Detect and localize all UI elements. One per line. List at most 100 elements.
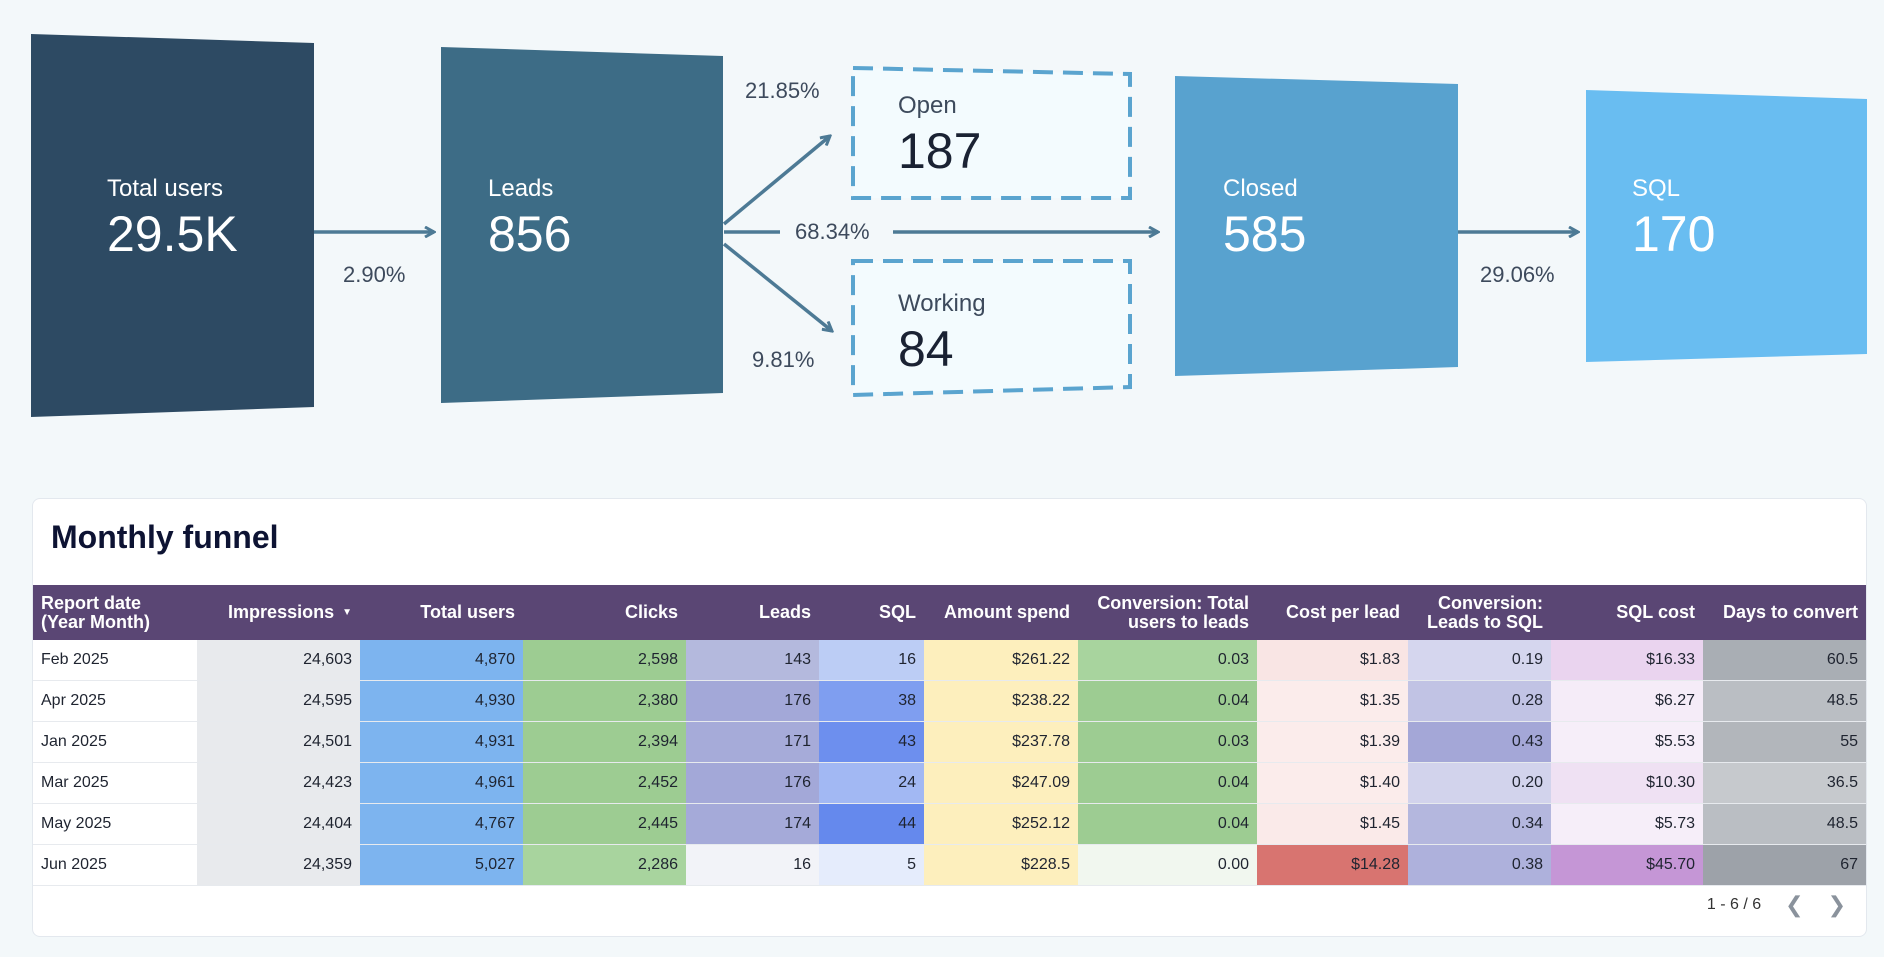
col-header-days-to-convert[interactable]: Days to convert <box>1703 585 1866 640</box>
working-box-border <box>851 259 1132 398</box>
monthly-funnel-card: Monthly funnel Report date (Year Month) … <box>32 498 1867 937</box>
col-header-leads[interactable]: Leads <box>686 585 819 640</box>
table-cell: 4,767 <box>360 803 523 845</box>
pagination-range: 1 - 6 / 6 <box>1706 896 1762 913</box>
table-cell: 24,359 <box>197 844 360 886</box>
table-cell: $14.28 <box>1257 844 1408 886</box>
table-row: Apr 2025 24,595 4,930 2,380 176 38 $238.22 0.04… <box>33 680 1866 722</box>
table-cell: 24,423 <box>197 762 360 804</box>
table-cell: $5.73 <box>1551 803 1703 845</box>
table-body: Feb 2025 24,603 4,870 2,598 143 16 $261.22 0.03… <box>33 640 1866 886</box>
table-cell: 16 <box>819 640 924 681</box>
col-header-sql-cost[interactable]: SQL cost <box>1551 585 1703 640</box>
table-cell: 24,603 <box>197 640 360 681</box>
table-cell: 43 <box>819 721 924 763</box>
col-header-conversion-leads-to-sql[interactable]: Conversion: Leads to SQL <box>1408 585 1551 640</box>
table-cell: 24,501 <box>197 721 360 763</box>
table-cell: 67 <box>1703 844 1866 886</box>
table-row: Mar 2025 24,423 4,961 2,452 176 24 $247.09 0.04… <box>33 762 1866 804</box>
table-cell: $1.83 <box>1257 640 1408 681</box>
stage-shape-leads <box>441 47 723 403</box>
table-cell: 24,404 <box>197 803 360 845</box>
table-cell: 60.5 <box>1703 640 1866 681</box>
chevron-right-icon[interactable]: ❯ <box>1827 892 1846 917</box>
pagination: 1 - 6 / 6 ❮ ❯ <box>1707 892 1846 918</box>
col-header-amount-spend[interactable]: Amount spend <box>924 585 1078 640</box>
table-row: May 2025 24,404 4,767 2,445 174 44 $252.12 0.04… <box>33 803 1866 845</box>
stage-label: SQL <box>1632 175 1681 202</box>
table-cell: 2,286 <box>523 844 686 886</box>
stage-value: 585 <box>1223 206 1307 262</box>
table-cell: Feb 2025 <box>33 640 197 681</box>
branch-value: 187 <box>898 123 982 179</box>
stage-sql: SQL 170 <box>1632 175 1715 263</box>
chevron-left-icon[interactable]: ❮ <box>1785 892 1804 917</box>
table-cell: $238.22 <box>924 680 1078 722</box>
table-cell: 55 <box>1703 721 1866 763</box>
table-cell: $237.78 <box>924 721 1078 763</box>
col-header-cost-per-lead[interactable]: Cost per lead <box>1257 585 1408 640</box>
table-cell: 0.38 <box>1408 844 1551 886</box>
pct-leads-to-closed: 68.34% <box>795 219 870 244</box>
table-cell: Apr 2025 <box>33 680 197 722</box>
table-cell: $261.22 <box>924 640 1078 681</box>
table-cell: 4,961 <box>360 762 523 804</box>
col-header-conversion-users-to-leads[interactable]: Conversion: Total users to leads <box>1078 585 1257 640</box>
monthly-funnel-table: Report date (Year Month) Impressions ▼ To… <box>33 585 1866 886</box>
stage-label: Total users <box>107 175 224 202</box>
col-header-report-date[interactable]: Report date (Year Month) <box>33 585 197 640</box>
table-cell: $1.45 <box>1257 803 1408 845</box>
table-cell: $1.35 <box>1257 680 1408 722</box>
table-title: Monthly funnel <box>51 519 279 555</box>
table-cell: 0.34 <box>1408 803 1551 845</box>
table-cell: 143 <box>686 640 819 681</box>
table-cell: $6.27 <box>1551 680 1703 722</box>
table-cell: 0.04 <box>1078 762 1257 804</box>
table-row: Jan 2025 24,501 4,931 2,394 171 43 $237.78 0.03… <box>33 721 1866 763</box>
col-header-clicks[interactable]: Clicks <box>523 585 686 640</box>
stage-label: Leads <box>488 175 554 202</box>
table-cell: Jan 2025 <box>33 721 197 763</box>
pct-leads-to-open: 21.85% <box>745 78 820 103</box>
table-cell: 44 <box>819 803 924 845</box>
table-cell: 0.03 <box>1078 721 1257 763</box>
col-header-total-users[interactable]: Total users <box>360 585 523 640</box>
table-cell: 0.04 <box>1078 680 1257 722</box>
table-cell: May 2025 <box>33 803 197 845</box>
stage-leads: Leads 856 <box>488 175 571 263</box>
open-box-border <box>851 65 1132 200</box>
table-cell: 2,394 <box>523 721 686 763</box>
table-cell: $228.5 <box>924 844 1078 886</box>
table-cell: 174 <box>686 803 819 845</box>
branch-working: Working 84 <box>898 290 986 378</box>
table-cell: $1.40 <box>1257 762 1408 804</box>
stage-value: 856 <box>488 206 572 262</box>
col-header-sql[interactable]: SQL <box>819 585 924 640</box>
table-cell: 0.19 <box>1408 640 1551 681</box>
table-cell: 2,452 <box>523 762 686 804</box>
table-cell: Mar 2025 <box>33 762 197 804</box>
sort-desc-icon: ▼ <box>342 607 352 619</box>
stage-shape-sql <box>1586 90 1867 362</box>
branch-value: 84 <box>898 321 954 377</box>
table-row: Feb 2025 24,603 4,870 2,598 143 16 $261.22 0.03… <box>33 640 1866 681</box>
table-cell: 16 <box>686 844 819 886</box>
table-cell: $16.33 <box>1551 640 1703 681</box>
table-cell: 4,931 <box>360 721 523 763</box>
table-cell: 176 <box>686 680 819 722</box>
stage-value: 170 <box>1632 206 1716 262</box>
table-cell: 5,027 <box>360 844 523 886</box>
pct-users-to-leads: 2.90% <box>343 262 406 287</box>
table-cell: 48.5 <box>1703 803 1866 845</box>
table-row: Jun 2025 24,359 5,027 2,286 16 5 $228.5 0.00 $14… <box>33 844 1866 886</box>
table-cell: 4,930 <box>360 680 523 722</box>
pct-leads-to-working: 9.81% <box>752 347 815 372</box>
table-cell: 0.28 <box>1408 680 1551 722</box>
funnel-chart: Total users 29.5K Leads 856 Closed 585 S… <box>31 34 1867 417</box>
table-cell: $5.53 <box>1551 721 1703 763</box>
table-cell: 38 <box>819 680 924 722</box>
table-cell: 0.04 <box>1078 803 1257 845</box>
col-header-impressions[interactable]: Impressions ▼ <box>197 585 360 640</box>
table-cell: 2,445 <box>523 803 686 845</box>
branch-label: Working <box>898 290 986 317</box>
